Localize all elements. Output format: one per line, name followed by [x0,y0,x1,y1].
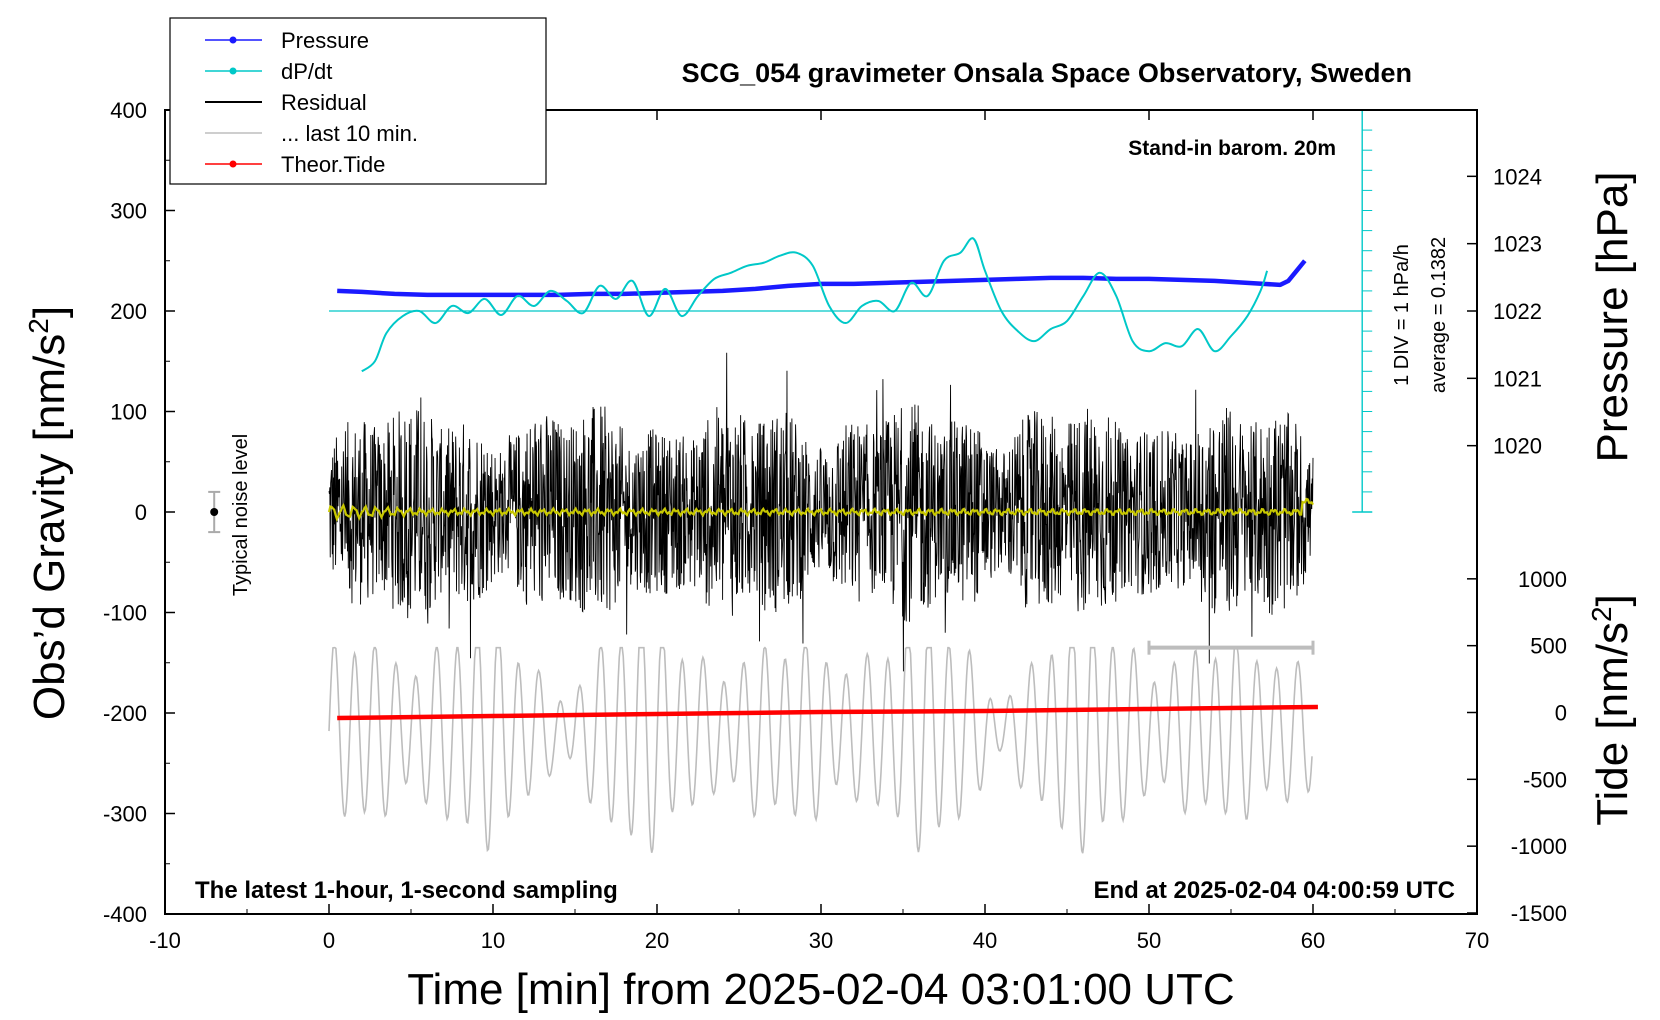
theor-tide-series [337,704,1318,721]
tide-tick-label: 0 [1555,700,1567,725]
last-10-min-line [328,646,1313,854]
y-axis-label-left-close: ] [25,306,74,318]
legend-marker [229,36,237,44]
y-tick-label: 400 [110,98,147,123]
y-tick-label: 100 [110,400,147,425]
noise-annotation: Typical noise level [230,434,252,596]
noise-bar-dot [210,508,219,516]
x-tick-label: -10 [149,928,181,953]
residual-series [328,352,1314,672]
dpdt-series [361,237,1269,373]
barom-annotation: Stand-in barom. 20m [1128,137,1336,160]
x-axis-ticks: -10 0 10 20 30 40 50 60 70 [149,110,1489,953]
residual-line [328,352,1314,672]
tide-tick-label: 500 [1530,634,1567,659]
x-axis-label: Time [min] from 2025-02-04 03:01:00 UTC [407,965,1234,1014]
y-axis-label-left-sup: 2 [23,318,54,334]
y-axis-label-left-text: Obs’d Gravity [nm/s [25,334,74,720]
tide-tick-label: -500 [1523,767,1567,792]
legend-label: Theor.Tide [281,152,385,177]
legend-label: Residual [281,90,367,115]
pressure-axis-label: Pressure [hPa] [1588,171,1637,462]
x-tick-label: 30 [809,928,833,953]
dpdt-line [361,237,1269,373]
x-tick-label: 60 [1301,928,1325,953]
legend-marker [229,67,237,75]
pressure-tick-label: 1020 [1493,434,1542,459]
end-annotation: End at 2025-02-04 04:00:59 UTC [1094,877,1456,904]
y-tick-label: 0 [135,500,147,525]
pressure-tick-label: 1023 [1493,232,1542,257]
legend-label: dP/dt [281,59,332,84]
x-tick-label: 20 [645,928,669,953]
div-annotation: 1 DIV = 1 hPa/h [1391,244,1413,386]
tide-tick-label: 1000 [1518,567,1567,592]
theor-tide-line [337,704,1318,721]
y-tick-label: -300 [103,802,147,827]
legend-entries: Pressure dP/dt Residual ... last 10 min. The… [205,28,418,177]
y-tick-label: -200 [103,701,147,726]
legend-marker [229,160,237,168]
x-tick-label: 70 [1465,928,1489,953]
y-tick-label: 300 [110,199,147,224]
tide-axis-ticks: 1000 500 0 -500 -1000 -1500 [1467,567,1567,926]
y-tick-label: 200 [110,299,147,324]
x-tick-label: 50 [1137,928,1161,953]
tide-axis-label-close: ] [1588,594,1637,606]
tide-axis-label-sup: 2 [1586,606,1617,622]
legend-label: Pressure [281,28,369,53]
legend-label: ... last 10 min. [281,121,418,146]
legend: Pressure dP/dt Residual ... last 10 min. The… [169,17,547,185]
y-axis-label-left: Obs’d Gravity [nm/s2] [23,306,74,720]
x-tick-label: 0 [323,928,335,953]
residual-smoothed-series [327,497,1314,522]
pressure-tick-label: 1024 [1493,164,1542,189]
pressure-tick-label: 1022 [1493,299,1542,324]
y-tick-label: -100 [103,601,147,626]
latest-annotation: The latest 1-hour, 1-second sampling [195,877,618,904]
last-10-min-series [328,646,1313,854]
scale-markers [208,109,1373,655]
pressure-series [337,259,1307,298]
x-tick-label: 10 [481,928,505,953]
tide-axis-label: Tide [nm/s2] [1586,594,1637,826]
y-tick-label: -400 [103,902,147,927]
chart-title: SCG_054 gravimeter Onsala Space Observat… [682,58,1412,88]
y-axis-ticks: 400 300 200 100 0 -100 -200 -300 -400 [103,98,175,927]
pressure-line [337,259,1307,298]
average-annotation: average = 0.1382 [1428,237,1450,393]
tide-axis-label-text: Tide [nm/s [1588,622,1637,826]
pressure-tick-label: 1021 [1493,366,1542,391]
pressure-axis-ticks: 1024 1023 1022 1021 1020 [1467,164,1542,459]
x-tick-label: 40 [973,928,997,953]
tide-tick-label: -1500 [1511,901,1567,926]
residual-smoothed-line [327,497,1314,522]
tide-tick-label: -1000 [1511,834,1567,859]
